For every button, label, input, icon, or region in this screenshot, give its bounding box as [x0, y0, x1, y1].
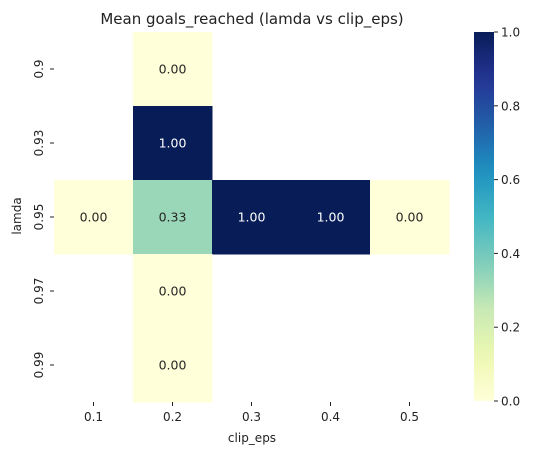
colorbar-tick-label: 0.8	[501, 99, 520, 113]
x-axis-label: clip_eps	[228, 431, 276, 445]
colorbar-tick-label: 0.2	[501, 321, 520, 335]
cell-value-label: 1.00	[159, 136, 187, 151]
y-tick-label: 0.93	[32, 130, 46, 157]
y-tick-label: 0.9	[32, 59, 46, 78]
heatmap-cell	[54, 180, 134, 255]
colorbar-tick-label: 0.0	[501, 395, 520, 409]
y-tick-label: 0.99	[32, 352, 46, 379]
colorbar-axis: 0.0 0.2 0.4 0.6 0.8 1.0	[494, 26, 520, 409]
x-tick-label: 0.3	[242, 410, 261, 424]
cell-value-label: 1.00	[317, 210, 345, 225]
heatmap-cell	[212, 180, 292, 255]
heatmap-cell	[133, 106, 213, 181]
cell-value-label: 0.00	[159, 284, 187, 299]
cell-value-label: 0.00	[159, 358, 187, 373]
colorbar-tick-label: 0.6	[501, 173, 520, 187]
colorbar-tick-label: 1.0	[501, 26, 520, 40]
heatmap-cells	[54, 32, 450, 403]
x-tick-label: 0.5	[400, 410, 419, 424]
cell-value-label: 0.00	[80, 210, 108, 225]
x-tick-label: 0.2	[163, 410, 182, 424]
chart-title: Mean goals_reached (lamda vs clip_eps)	[100, 10, 403, 29]
cell-value-label: 1.00	[238, 210, 266, 225]
heatmap-cell	[370, 180, 450, 255]
x-tick-label: 0.1	[84, 410, 103, 424]
x-tick-label: 0.4	[321, 410, 340, 424]
heatmap-cell	[133, 254, 213, 329]
colorbar	[474, 32, 494, 401]
cell-value-label: 0.00	[396, 210, 424, 225]
heatmap-cell	[133, 328, 213, 403]
y-axis-label: lamda	[10, 197, 24, 234]
x-axis: 0.1 0.2 0.3 0.4 0.5	[84, 402, 419, 424]
heatmap-cell	[133, 32, 213, 107]
colorbar-tick-label: 0.4	[501, 247, 520, 261]
y-tick-label: 0.97	[32, 278, 46, 305]
heatmap-cell	[133, 180, 213, 255]
cell-value-label: 0.33	[159, 210, 187, 225]
y-axis: 0.9 0.93 0.95 0.97 0.99	[32, 59, 54, 378]
y-tick-label: 0.95	[32, 204, 46, 231]
heatmap-cell	[291, 180, 371, 255]
cell-value-label: 0.00	[159, 62, 187, 77]
heatmap-value-labels: 0.00 1.00 0.00 0.33 1.00 1.00 0.00 0.00 0.00	[80, 62, 424, 373]
